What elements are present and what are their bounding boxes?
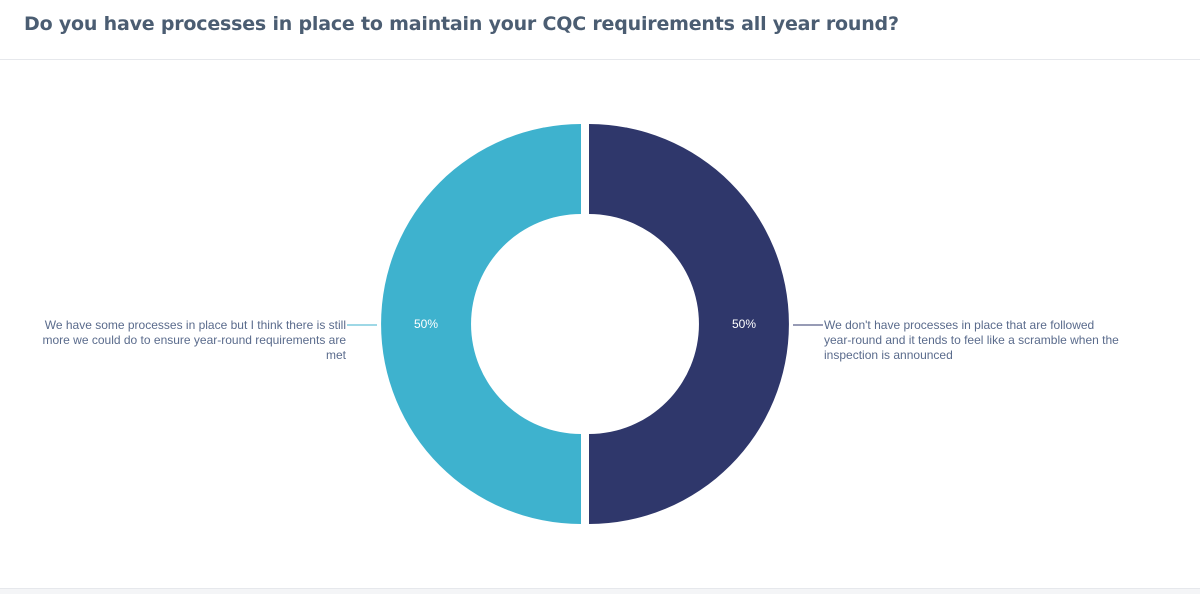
donut-slice-0[interactable]	[589, 124, 789, 524]
header-bar: Do you have processes in place to mainta…	[0, 0, 1200, 60]
donut-slice-1[interactable]	[381, 124, 581, 524]
footer-divider	[0, 588, 1200, 589]
footer-bar	[0, 589, 1200, 594]
slice-value-label-0: 50%	[732, 317, 756, 331]
slice-value-label-1: 50%	[414, 317, 438, 331]
slice-label-no-processes: We don't have processes in place that ar…	[824, 318, 1119, 362]
slice-label-some-processes: We have some processes in place but I th…	[42, 318, 347, 362]
page-title: Do you have processes in place to mainta…	[24, 13, 899, 35]
